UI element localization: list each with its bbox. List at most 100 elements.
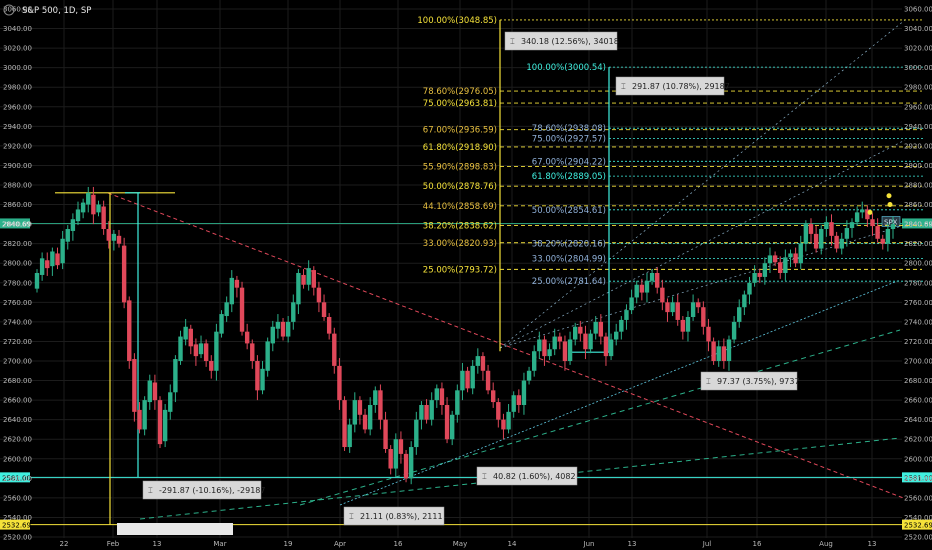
candle-body — [301, 274, 306, 285]
measure-icon: ⌶ — [349, 512, 354, 521]
candle-body — [378, 390, 383, 420]
price-tick-left: 2880.00 — [3, 182, 32, 190]
candle-body — [649, 273, 655, 281]
candle-body — [788, 253, 793, 258]
candle-body — [70, 219, 76, 231]
time-tick: 16 — [394, 540, 403, 548]
candle-body — [757, 273, 762, 277]
candle-body — [332, 333, 337, 366]
price-axis: 2520.00 2520.00 2540.00 2540.00 2560.00 2560.… — [3, 6, 932, 542]
fib-left-label: 75.00%(2963.81) — [423, 99, 497, 109]
time-tick: Mar — [213, 540, 226, 548]
candle-body — [496, 402, 501, 420]
candle-body — [214, 331, 219, 371]
price-tick-left: 2700.00 — [3, 358, 32, 366]
price-tick-right: 3000.00 — [904, 64, 932, 72]
measure-label: 21.11 (0.83%), 2111 — [360, 512, 443, 521]
fib-right-label: 50.00%(2854.61) — [532, 206, 606, 216]
candle-body — [255, 361, 260, 391]
price-tick-left: 2540.00 — [3, 514, 32, 522]
candle-body — [414, 419, 419, 448]
candle-body — [798, 243, 803, 264]
candle-body — [567, 339, 573, 361]
price-tick-left: 2620.00 — [3, 436, 32, 444]
candle-body — [747, 282, 752, 295]
candle-body — [844, 228, 850, 239]
candle-body — [772, 255, 778, 263]
price-tick-right: 2960.00 — [904, 103, 932, 111]
price-tick-left: 2840.00 — [3, 221, 32, 229]
candle-body — [434, 388, 440, 401]
candle-body — [839, 238, 844, 249]
candle-body — [542, 339, 547, 357]
price-tick-right: 2720.00 — [904, 338, 932, 346]
candle-body — [762, 263, 768, 277]
symbol-tag-label: SPX — [884, 218, 898, 226]
candle-body — [470, 365, 475, 389]
candle-body — [152, 382, 158, 401]
candle-body — [45, 260, 50, 269]
candle-body — [198, 343, 204, 355]
candle-body — [639, 284, 645, 293]
symbol-icon[interactable] — [3, 4, 15, 16]
candle-body — [598, 321, 604, 337]
fan-line-1[interactable] — [499, 19, 906, 349]
candle-body — [808, 224, 814, 234]
measure-icon: ⌶ — [482, 472, 487, 481]
fan-line-2[interactable] — [499, 139, 906, 349]
candle-body — [690, 302, 696, 317]
candle-body — [521, 380, 527, 405]
fib-left-label: 25.00%(2793.72) — [423, 265, 497, 275]
candle-body — [398, 439, 404, 454]
candle-body — [562, 341, 568, 361]
fan-line-3[interactable] — [499, 224, 906, 349]
time-tick: Apr — [334, 540, 346, 548]
candle-body — [675, 302, 680, 320]
candle-body — [203, 343, 209, 361]
candle-body — [173, 359, 178, 393]
measure-box — [504, 31, 618, 51]
candle-body — [629, 297, 634, 311]
price-tick-right: 2600.00 — [904, 455, 932, 463]
measure-tools: ⌶ 340.18 (12.56%), 34018 ⌶ 291.87 (10.78%),… — [117, 31, 800, 535]
time-tick: 13 — [153, 540, 162, 548]
candle-body — [285, 321, 291, 337]
candle-body — [854, 212, 860, 223]
candle-body — [665, 302, 670, 313]
price-tick-left: 3040.00 — [3, 25, 32, 33]
candle-body — [127, 300, 132, 361]
candle-body — [239, 287, 245, 332]
uptrend-line-dotted[interactable] — [339, 279, 901, 506]
candle-body — [870, 219, 875, 227]
level-tag-left — [0, 472, 30, 483]
fib-left-label: 55.90%(2898.83) — [423, 163, 497, 173]
candle-body — [475, 356, 481, 366]
measure-icon: ⌶ — [621, 82, 626, 91]
price-tick-left: 2580.00 — [3, 475, 32, 483]
candle-body — [501, 419, 506, 430]
candle-body — [419, 405, 424, 420]
candle-body — [444, 405, 450, 440]
chart-title: S&P 500, 1D, SP — [22, 6, 91, 16]
candle-body — [460, 370, 465, 391]
candle-body — [347, 424, 352, 448]
price-tick-left: 3000.00 — [3, 64, 32, 72]
fib-right-label: 33.00%(2804.99) — [532, 254, 606, 264]
candle-body — [337, 365, 342, 401]
last-price-tag-left — [0, 218, 30, 229]
candle-body — [388, 449, 393, 469]
candle-body — [316, 287, 322, 303]
level-tag-right — [902, 472, 932, 483]
last-price-label-right: 2840.69 — [904, 220, 932, 228]
candle-body — [537, 339, 542, 352]
candle-body — [634, 284, 639, 298]
price-tick-left: 2960.00 — [3, 103, 32, 111]
price-tick-right: 3060.00 — [904, 6, 932, 14]
time-tick: 13 — [628, 540, 637, 548]
candle-body — [506, 411, 511, 430]
price-tick-right: 2700.00 — [904, 358, 932, 366]
price-tick-right: 3040.00 — [904, 25, 932, 33]
measure-label: 97.37 (3.75%), 9737 — [717, 377, 800, 386]
downtrend-line[interactable] — [107, 192, 907, 500]
